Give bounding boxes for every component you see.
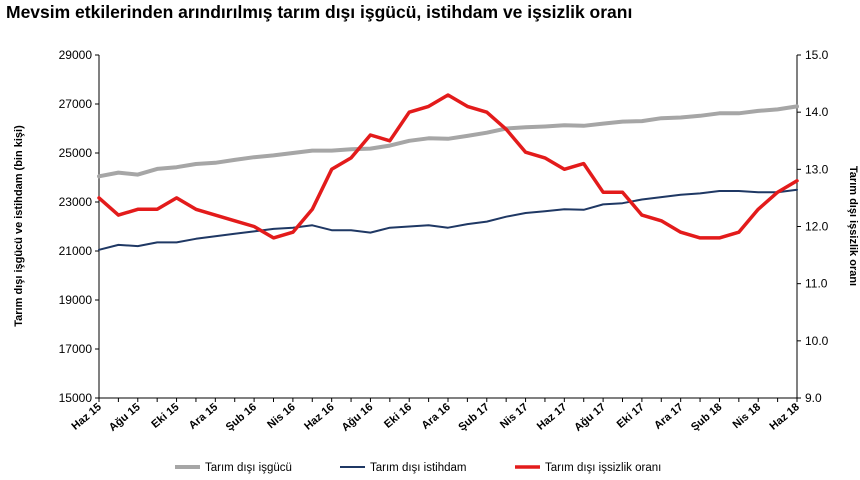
x-tick-label: Haz 16	[302, 401, 336, 433]
x-tick-label: Ağu 15	[107, 401, 143, 434]
series-lines	[97, 93, 799, 251]
series-line-tarım-dışı-istihdam	[98, 188, 798, 251]
right-axis-label: Tarım dışı işsizlik oranı	[847, 166, 859, 286]
left-tick-label: 17000	[59, 342, 93, 356]
x-tick-label: Ara 15	[187, 401, 220, 432]
x-tick-label: Nis 18	[731, 401, 764, 431]
left-tick-label: 21000	[59, 244, 93, 258]
right-tick-label: 11.0	[805, 277, 828, 291]
x-tick-label: Ağu 17	[572, 401, 608, 434]
left-tick-label: 25000	[59, 146, 93, 160]
left-axis-label: Tarım dışı işgücü ve istihdam (bin kişi)	[13, 125, 25, 327]
left-tick-label: 19000	[59, 293, 93, 307]
x-tick-label: Haz 15	[70, 401, 104, 433]
x-tick-label: Şub 17	[456, 401, 491, 433]
right-tick-label: 9.0	[805, 391, 822, 405]
legend-label: Tarım dışı işgücü	[205, 462, 292, 474]
x-tick-label: Ağu 16	[340, 401, 376, 434]
x-tick-label: Ara 16	[419, 401, 452, 432]
x-tick-label: Eki 17	[615, 401, 647, 431]
chart-title: Mevsim etkilerinden arındırılmış tarım d…	[6, 2, 633, 22]
legend-label: Tarım dışı işsizlik oranı	[545, 462, 661, 474]
series-line-tarım-dışı-işgücü	[97, 104, 799, 179]
series-line-tarım-dışı-işsizlik-oranı	[97, 93, 799, 240]
x-tick-label: Nis 17	[498, 401, 531, 431]
left-tick-label: 15000	[59, 391, 93, 405]
x-ticks: Haz 15 Ağu 15 Eki 15 Ara 15 Şub 16 Nis 16 Haz …	[70, 398, 802, 434]
right-tick-label: 12.0	[805, 220, 829, 234]
x-tick-label: Eki 16	[382, 401, 414, 431]
right-tick-label: 15.0	[805, 48, 829, 62]
right-y-ticks: 15.0 14.0 13.0 12.0 11.0 10.0 9.0	[797, 48, 829, 405]
left-tick-label: 27000	[59, 97, 93, 111]
legend: Tarım dışı işgücü Tarım dışı istihdam Tarı…	[175, 462, 661, 474]
right-tick-label: 13.0	[805, 162, 829, 176]
x-tick-label: Şub 16	[224, 401, 259, 433]
chart-axes	[98, 55, 798, 399]
x-tick-label: Eki 15	[149, 401, 181, 431]
right-tick-label: 10.0	[805, 334, 829, 348]
left-y-ticks: 29000 27000 25000 23000 21000 19000 17000 15000	[59, 48, 99, 405]
x-tick-label: Haz 17	[535, 401, 569, 433]
x-tick-label: Nis 16	[265, 401, 298, 431]
right-tick-label: 14.0	[805, 105, 829, 119]
x-tick-label: Şub 18	[689, 401, 724, 433]
left-tick-label: 23000	[59, 195, 93, 209]
x-tick-label: Ara 17	[652, 401, 685, 432]
legend-label: Tarım dışı istihdam	[370, 462, 467, 474]
x-tick-label: Haz 18	[768, 401, 802, 433]
left-tick-label: 29000	[59, 48, 93, 62]
